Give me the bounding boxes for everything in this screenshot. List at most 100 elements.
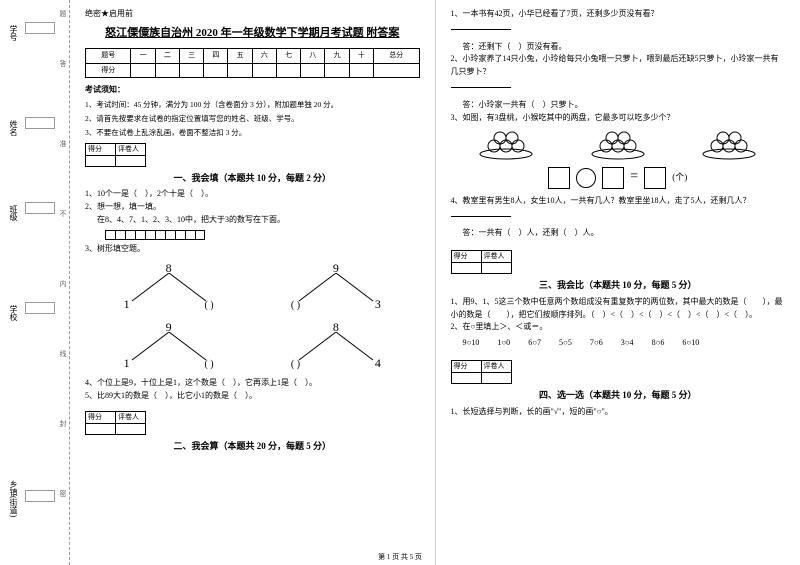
side-label-banji: 班级	[8, 205, 19, 221]
r-q4: 4、教室里有男生8人，女生10人，一共有几人？教室里坐18人，走了5人，还剩几人…	[451, 195, 786, 208]
compare-grid: 9○10 1○0 6○7 5○5 7○6 3○4 8○6 6○10	[463, 337, 786, 350]
peach-plate-icon	[699, 130, 759, 160]
td: 得分	[451, 360, 481, 372]
compare-item: 6○10	[682, 337, 699, 350]
grader-table: 得分评卷人	[85, 411, 146, 435]
r-a4: 答：一共有（ ）人，还剩（ ）人。	[463, 227, 786, 240]
notice-item: 1、考试时间：45 分钟，满分为 100 分（含卷面分 3 分），附加题单独 2…	[85, 99, 420, 111]
answer-boxes	[105, 230, 420, 240]
peach-plate-icon	[588, 130, 648, 160]
th: 八	[301, 49, 325, 63]
section-3-title: 三、我会比（本题共 10 分，每题 5 分）	[451, 278, 786, 292]
square-box	[644, 167, 666, 189]
q2b: 在8、4、7、1、2、3、10中，把大于3的数写在下面。	[97, 214, 420, 227]
th: 总分	[373, 49, 419, 63]
tree-row: 9 1 ( ) 8 ( ) 4	[85, 318, 420, 373]
tree-right: 4	[375, 354, 381, 373]
tree-right: ( )	[204, 357, 213, 373]
tree-left: ( )	[291, 357, 300, 373]
equation-boxes: = (个)	[451, 166, 786, 188]
score-table: 题号 一 二 三 四 五 六 七 八 九 十 总分 得分	[85, 48, 420, 77]
table-row: 得分	[86, 63, 420, 77]
compare-item: 1○0	[497, 337, 510, 350]
q2: 2、想一想，填一填。	[85, 201, 420, 214]
square-box	[602, 167, 624, 189]
side-box	[25, 202, 55, 214]
td: 得分	[86, 411, 116, 423]
section-2-title: 二、我会算（本题共 20 分，每题 5 分）	[85, 439, 420, 453]
tree-left: ( )	[291, 298, 300, 314]
th: 一	[131, 49, 155, 63]
tree-right: ( )	[204, 298, 213, 314]
th: 七	[276, 49, 300, 63]
compare-item: 9○10	[463, 337, 480, 350]
equals-sign: =	[630, 166, 638, 188]
compare-item: 8○6	[652, 337, 665, 350]
tree-right: 3	[375, 295, 381, 314]
answer-line	[451, 208, 511, 217]
td: 得分	[86, 63, 131, 77]
side-label-xiangzhen: 乡镇(街道)	[8, 480, 19, 517]
tree-diagram: 9 1 ( )	[114, 318, 224, 373]
answer-line	[451, 79, 511, 88]
td: 评卷人	[481, 360, 511, 372]
td: 评卷人	[116, 411, 146, 423]
side-box	[25, 302, 55, 314]
th: 四	[204, 49, 228, 63]
th: 六	[252, 49, 276, 63]
tree-left: 1	[124, 354, 130, 373]
notice-block: 1、考试时间：45 分钟，满分为 100 分（含卷面分 3 分），附加题单独 2…	[85, 99, 420, 139]
th: 二	[155, 49, 179, 63]
dash-note: 准	[58, 140, 68, 147]
section-1-title: 一、我会填（本题共 10 分，每题 2 分）	[85, 171, 420, 185]
side-label-xingming: 姓名	[8, 120, 19, 136]
q4: 4、个位上是9，十位上是1，这个数是（ ），它再添上1是（ ）。	[85, 377, 420, 390]
tree-diagram: 8 ( ) 4	[281, 318, 391, 373]
q1: 1、10个一是（ ），2个十是（ ）。	[85, 188, 420, 201]
tree-diagram: 8 1 ( )	[114, 259, 224, 314]
section-4-title: 四、选一选（本题共 10 分，每题 5 分）	[451, 388, 786, 402]
grader-table: 得分评卷人	[451, 250, 512, 274]
notice-head: 考试须知：	[85, 84, 420, 97]
td: 评卷人	[481, 251, 511, 263]
side-box	[25, 22, 55, 34]
square-box	[548, 167, 570, 189]
td: 得分	[86, 143, 116, 155]
unit-label: (个)	[672, 170, 687, 184]
right-column: 1、一本书有42页，小华已经看了7页，还剩多少页没有看？ 答：还剩下（ ）页没有…	[436, 0, 800, 565]
td: 得分	[451, 251, 481, 263]
r-q1: 1、一本书有42页，小华已经看了7页，还剩多少页没有看？	[451, 8, 786, 21]
tree-left: 1	[124, 295, 130, 314]
s4-q1: 1、长短选择与判断，长的画"√"，短的画"○"。	[451, 406, 786, 419]
dash-note: 线	[58, 350, 68, 357]
grader-table: 得分评卷人	[451, 360, 512, 384]
q3: 3、树形填空题。	[85, 243, 420, 256]
side-box	[25, 117, 55, 129]
compare-item: 6○7	[528, 337, 541, 350]
dash-note: 内	[58, 280, 68, 287]
r-q2: 2、小玲家养了14只小兔，小玲给每只小兔喂一只萝卜，喂到最后还缺5只萝卜，小玲家…	[451, 53, 786, 79]
th: 三	[179, 49, 203, 63]
compare-item: 3○4	[621, 337, 634, 350]
compare-item: 5○5	[559, 337, 572, 350]
plates-row	[451, 130, 786, 160]
q5: 5、比89大1的数是（ ），比它小1的数是（ ）。	[85, 390, 420, 403]
content-columns: 绝密★启用前 怒江傈僳族自治州 2020 年一年级数学下学期月考试题 附答案 题…	[70, 0, 800, 565]
s3-q2: 2、在○里填上＞、＜或＝。	[451, 321, 786, 334]
left-column: 绝密★启用前 怒江傈僳族自治州 2020 年一年级数学下学期月考试题 附答案 题…	[70, 0, 436, 565]
tree-diagram: 9 ( ) 3	[281, 259, 391, 314]
circle-box	[576, 168, 596, 188]
table-row: 题号 一 二 三 四 五 六 七 八 九 十 总分	[86, 49, 420, 63]
notice-item: 3、不要在试卷上乱涂乱画，卷面不整洁扣 3 分。	[85, 127, 420, 139]
th: 十	[349, 49, 373, 63]
td: 评卷人	[116, 143, 146, 155]
dash-note: 题	[58, 10, 68, 17]
notice-item: 2、请首先按要求在试卷的指定位置填写您的姓名、班级、学号。	[85, 113, 420, 125]
compare-item: 7○6	[590, 337, 603, 350]
tree-row: 8 1 ( ) 9 ( ) 3	[85, 259, 420, 314]
dash-note: 答	[58, 60, 68, 67]
grader-table: 得分评卷人	[85, 143, 146, 167]
answer-line	[451, 21, 511, 30]
r-q3: 3、如图，有3盘桃，小猴吃其中的两盘，它最多可以吃多少个？	[451, 112, 786, 125]
page-footer: 第 1 页 共 5 页	[378, 552, 422, 562]
